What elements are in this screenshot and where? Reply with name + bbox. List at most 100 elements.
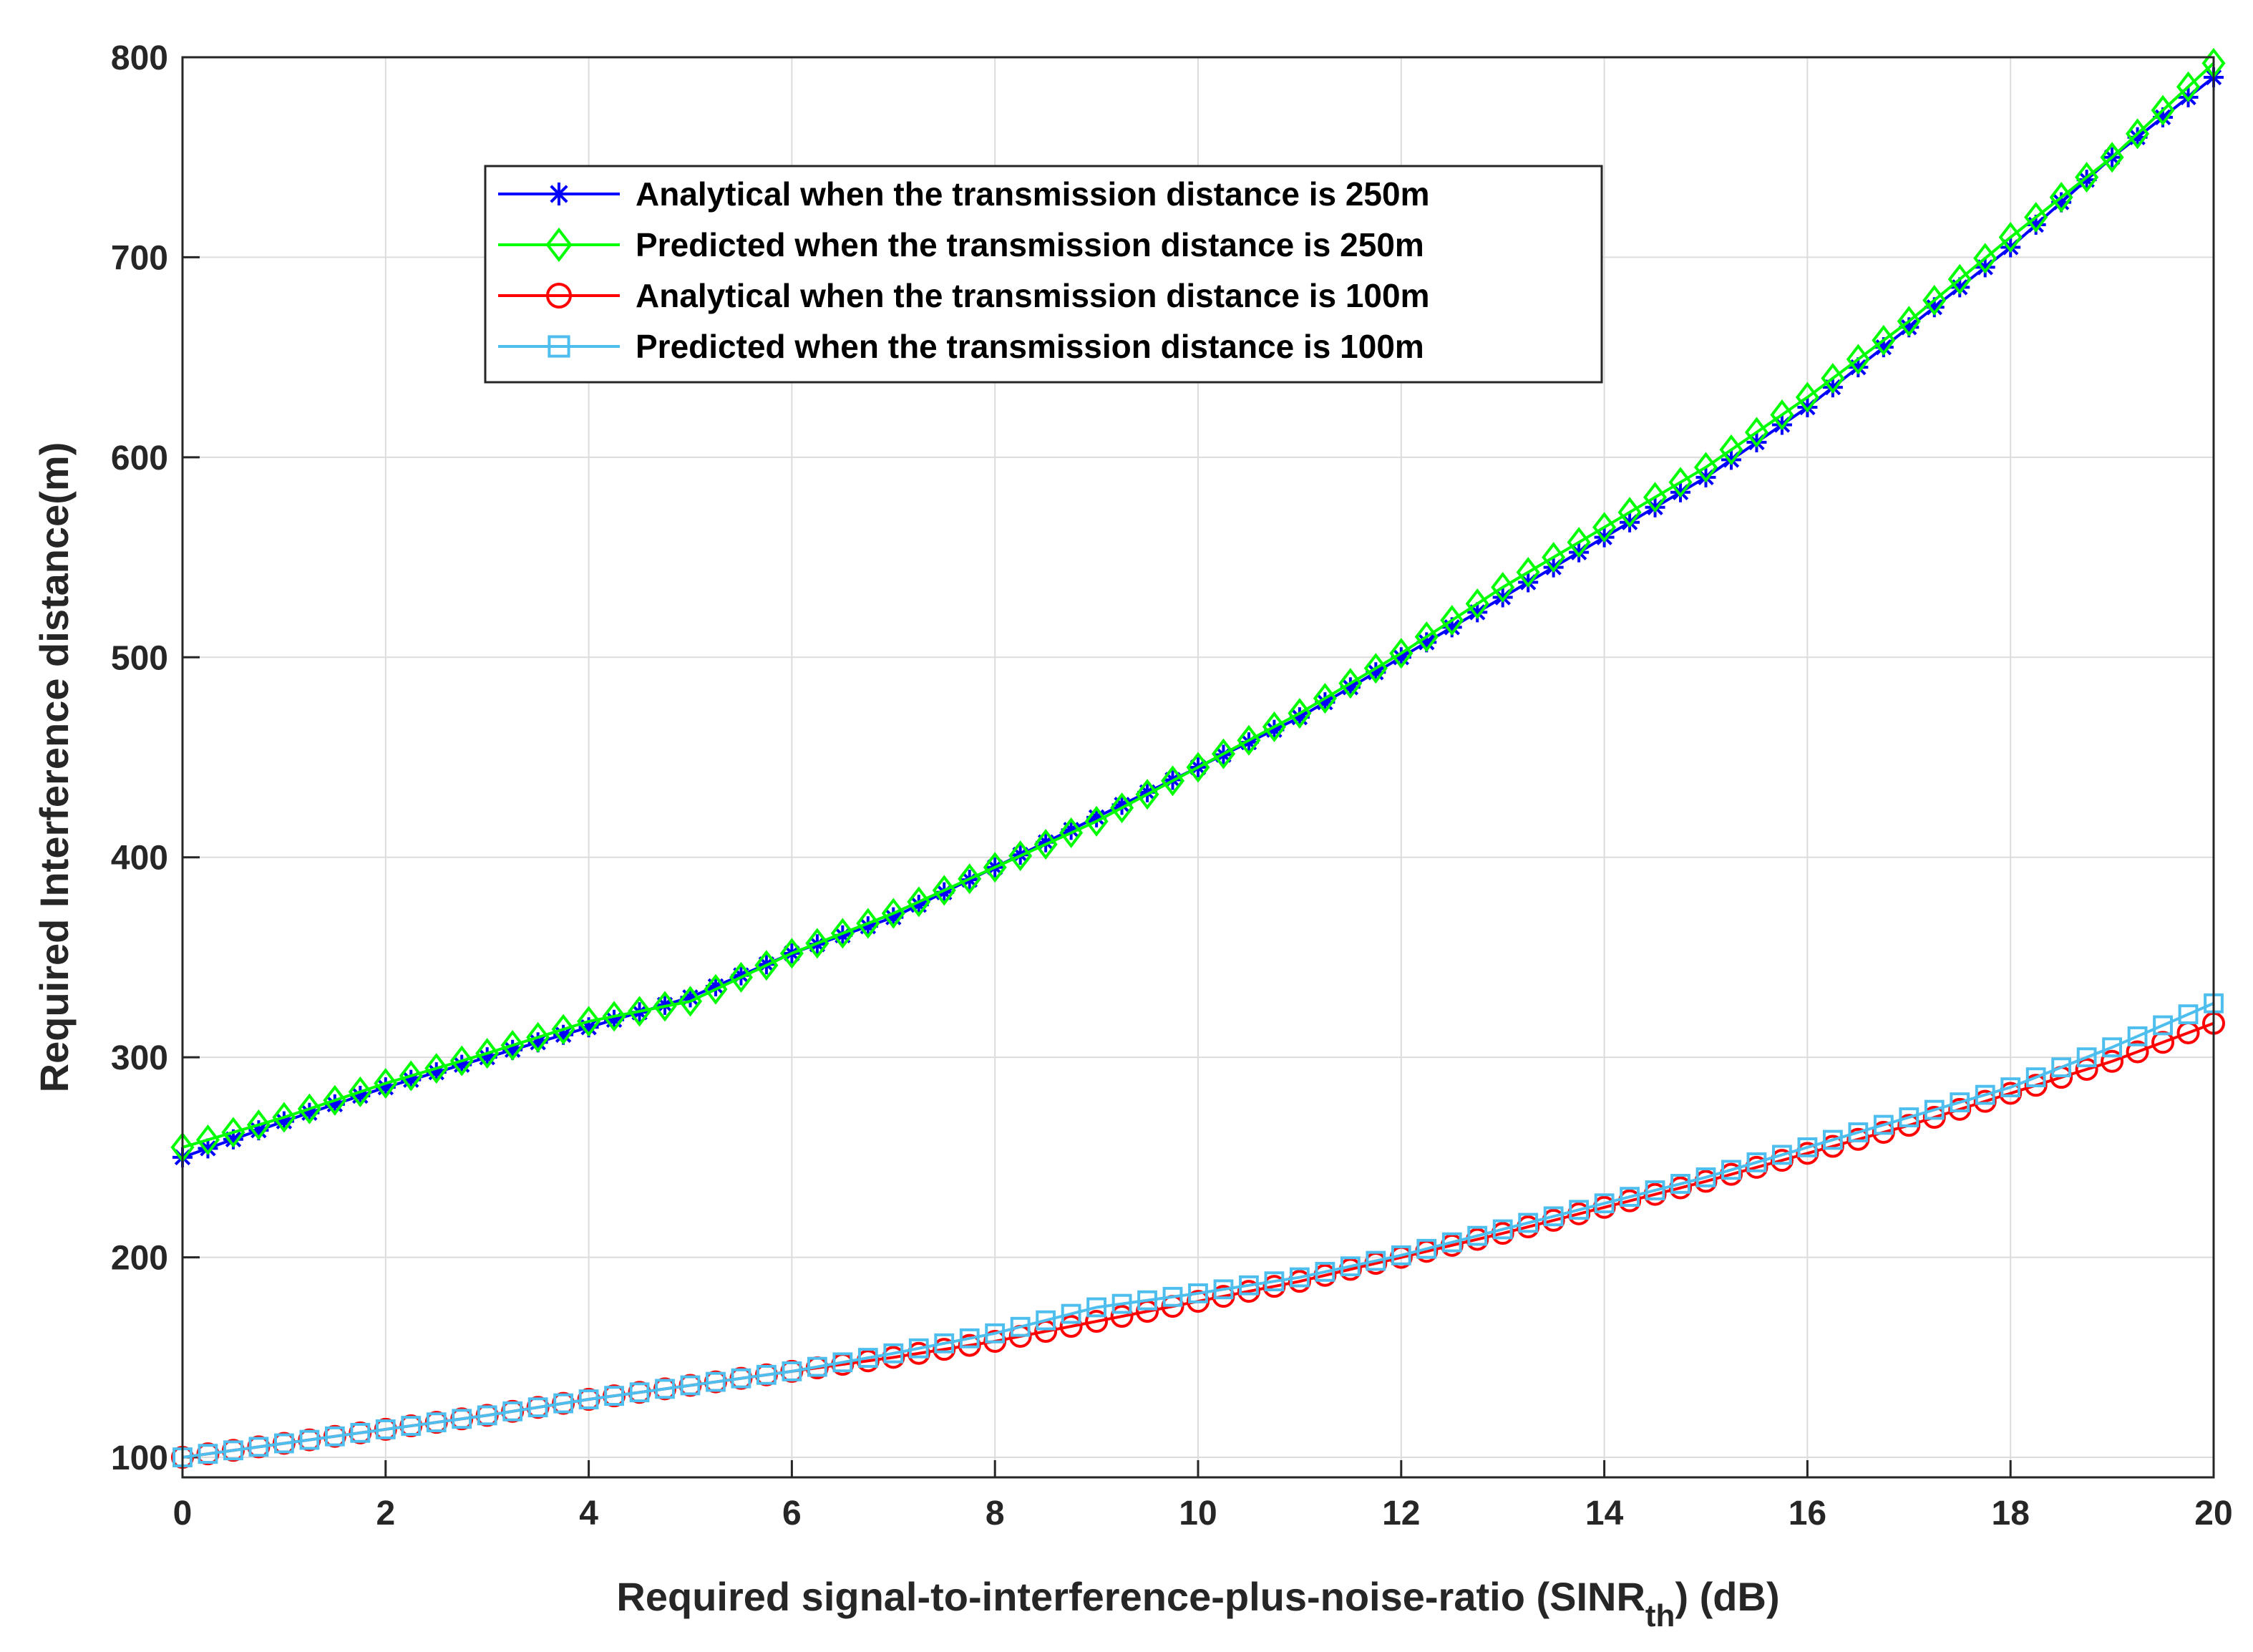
data-point [2100,142,2124,173]
legend-marker-predicted-250m [545,227,573,263]
data-point [908,1338,929,1359]
data-point [1059,1315,1083,1338]
data-point [1492,1219,1513,1240]
data-point [1366,1250,1386,1271]
data-point [1137,1290,1157,1311]
data-point [731,965,751,986]
data-point [1061,1303,1081,1324]
y-tick-label: 700 [111,239,168,277]
data-point [882,1346,905,1369]
data-point [195,1124,220,1155]
data-point [959,1328,980,1349]
data-point [1338,668,1363,699]
data-point [475,1038,500,1069]
series-predicted-250m [170,47,2226,1163]
data-point [604,1386,624,1406]
data-point [985,1323,1006,1344]
data-point [1161,765,1185,797]
data-point [655,1379,675,1399]
data-point [1465,588,1489,620]
legend-marker-predicted-100m [548,335,570,358]
data-point [1922,1106,1946,1129]
x-axis-label-main: Required signal-to-interference-plus-noi… [616,1574,1645,1619]
data-point [1110,792,1134,824]
data-point [1516,557,1540,588]
data-point [401,1069,422,1090]
x-tick-label: 8 [986,1495,1005,1532]
data-point [881,898,905,929]
data-point [731,1368,751,1389]
data-point [1061,820,1081,840]
y-tick-label: 800 [111,39,168,77]
data-point [908,895,929,915]
data-point [983,852,1007,883]
y-axis-label: Required Interference distance(m) [31,442,77,1093]
data-point [501,1399,525,1423]
data-point [1262,711,1286,742]
data-point [1567,527,1591,558]
data-point [1416,1238,1437,1259]
x-axis-label-subscript: th [1645,1598,1675,1633]
data-point [1973,1089,1997,1113]
data-point [1797,1137,1818,1157]
data-point [350,1085,371,1106]
data-point [1846,344,1870,375]
data-point [2101,1049,2124,1073]
data-point [1746,1152,1767,1172]
data-point [653,991,677,1022]
data-point [223,1440,243,1461]
data-point [958,863,982,895]
data-point [1237,1280,1260,1303]
data-point [553,1024,574,1045]
data-point [1008,840,1033,872]
data-point [477,1405,497,1426]
x-tick-label: 16 [1789,1495,1826,1532]
data-point [680,1375,701,1396]
legend-label-predicted-100m: Predicted when the transmission distance… [636,328,1424,365]
data-point [1363,653,1388,684]
data-point [1467,602,1488,623]
data-point [1084,805,1109,837]
data-point [2024,202,2048,233]
x-axis-label-tail: ) (dB) [1675,1574,1779,1619]
data-point [932,875,956,906]
data-point [324,1094,345,1114]
series-predicted-100m [172,993,2224,1467]
data-point [832,1352,853,1373]
data-point [426,1062,447,1083]
data-point [399,1060,423,1092]
data-point [1211,738,1235,769]
y-tick-labels: 100 200 300 400 500 600 700 800 [111,39,168,1477]
legend-marker-analytical-250m [548,183,570,205]
data-point [323,1084,347,1116]
data-point [1414,621,1439,653]
data-point [2000,237,2021,258]
data-point [883,907,904,928]
data-point [604,1009,625,1030]
data-point [401,1416,422,1436]
data-point [449,1045,474,1077]
data-point [1897,306,1921,337]
data-point [1137,782,1158,802]
data-point [1592,512,1617,543]
data-point [1770,1149,1794,1172]
legend-label-analytical-250m: Analytical when the transmission distanc… [636,175,1430,213]
x-tick-label: 18 [1992,1495,2030,1532]
data-point [223,1129,243,1150]
y-tick-label: 500 [111,639,168,677]
data-point [1110,1305,1134,1328]
data-point [578,1389,599,1409]
x-tick-label: 0 [173,1495,193,1532]
data-point [2051,192,2072,213]
data-point [1212,1285,1235,1308]
data-point [1999,1082,2023,1105]
data-point [1873,337,1894,358]
x-tick-label: 4 [579,1495,598,1532]
data-point [2178,1004,2199,1025]
data-point [1796,1142,1819,1165]
data-point [1036,1310,1056,1331]
data-point [1721,1160,1741,1180]
data-point [527,1397,548,1418]
data-point [1085,1310,1109,1333]
data-point [705,976,726,996]
